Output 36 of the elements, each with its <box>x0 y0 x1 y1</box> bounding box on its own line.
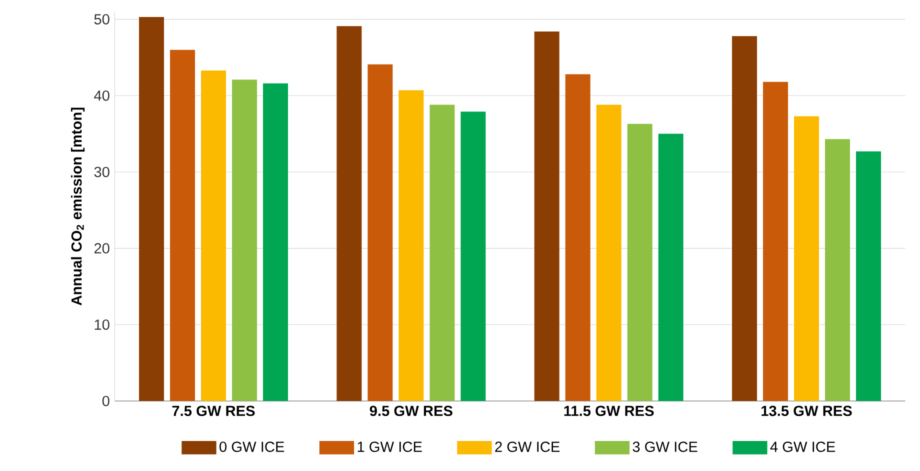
bar <box>732 36 758 401</box>
legend-label: 1 GW ICE <box>358 442 422 452</box>
bar <box>139 17 164 401</box>
bar <box>368 64 393 401</box>
y-tick-label: 10 <box>94 320 110 330</box>
y-tick-label: 20 <box>94 243 110 254</box>
y-axis-title: Annual CO$_{2}$ emission [mton] <box>70 108 85 306</box>
bar <box>825 139 850 401</box>
x-tick-label: 13.5 GW RES <box>762 406 852 416</box>
y-tick-label: 30 <box>94 166 110 178</box>
bar <box>460 112 486 401</box>
bar <box>170 50 195 401</box>
x-tick-label: 11.5 GW RES <box>564 406 654 416</box>
bar <box>263 83 288 401</box>
bar <box>232 80 257 401</box>
bar <box>534 32 560 401</box>
y-tick-label: 50 <box>94 14 110 24</box>
bar <box>794 116 820 401</box>
legend-label: 2 GW ICE <box>495 442 560 452</box>
bar <box>201 70 226 401</box>
legend-label: 4 GW ICE <box>770 442 836 452</box>
bar <box>763 82 788 401</box>
bar <box>398 90 424 401</box>
x-tick-label: 7.5 GW RES <box>172 406 255 416</box>
bar <box>430 104 455 401</box>
bar <box>627 124 652 401</box>
bar <box>856 151 882 401</box>
legend-label: 3 GW ICE <box>632 442 698 452</box>
y-tick-label: 40 <box>94 90 110 101</box>
bar <box>565 74 590 401</box>
y-tick-label: 0 <box>102 396 110 406</box>
bar <box>596 104 622 401</box>
x-tick-label: 9.5 GW RES <box>370 406 452 416</box>
bar <box>658 134 684 401</box>
legend-label: 0 GW ICE <box>220 442 284 452</box>
bar <box>336 26 362 401</box>
